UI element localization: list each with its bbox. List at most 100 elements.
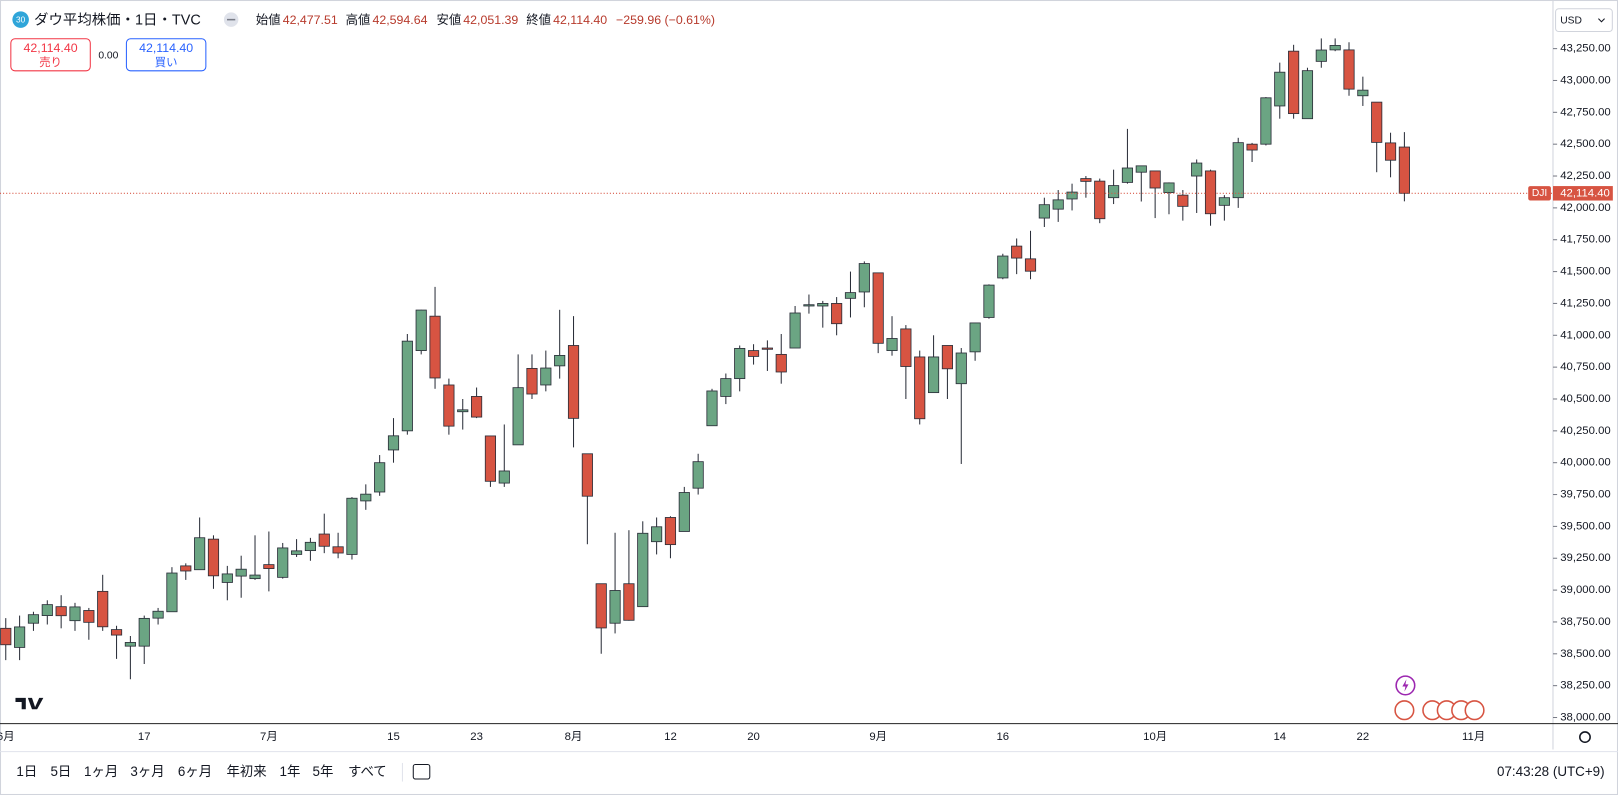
candle-body bbox=[706, 390, 718, 427]
candle-body bbox=[1177, 194, 1189, 207]
plot bbox=[0, 38, 1410, 680]
price-tag-symbol: DJI bbox=[1532, 188, 1547, 199]
y-tick-label: 42,750.00 bbox=[1560, 106, 1610, 118]
range-button[interactable]: 6ヶ月 bbox=[178, 764, 212, 779]
candle-body bbox=[651, 526, 663, 543]
y-tick-label: 39,250.00 bbox=[1560, 552, 1610, 564]
candle-body bbox=[1135, 165, 1147, 173]
candle-body bbox=[1080, 178, 1092, 182]
logo bbox=[15, 697, 44, 710]
candle-body bbox=[900, 328, 912, 367]
candle-body bbox=[1343, 49, 1355, 90]
sell-button[interactable] bbox=[10, 38, 91, 72]
buy-button[interactable] bbox=[125, 38, 207, 72]
candle-body bbox=[872, 272, 884, 344]
y-tick-label: 40,250.00 bbox=[1560, 425, 1610, 437]
candle-body bbox=[1384, 142, 1397, 161]
candle-body bbox=[498, 470, 510, 484]
symbol-title[interactable]: ダウ平均株価・1日・TVC bbox=[34, 11, 201, 28]
candle-body bbox=[221, 573, 233, 583]
candle-body bbox=[1398, 146, 1410, 194]
candle-body bbox=[554, 355, 566, 367]
candle-body bbox=[1149, 170, 1161, 189]
candle-body bbox=[180, 565, 192, 572]
y-tick-label: 38,000.00 bbox=[1560, 711, 1610, 723]
candle-body bbox=[55, 606, 67, 617]
flag-icon[interactable] bbox=[1394, 700, 1415, 721]
candle-body bbox=[1094, 180, 1106, 220]
flag-icons bbox=[1394, 700, 1485, 721]
settings-button[interactable] bbox=[1579, 731, 1591, 744]
badge-text: 30 bbox=[16, 15, 26, 24]
candle-body bbox=[1204, 170, 1217, 215]
candle-body bbox=[997, 255, 1009, 279]
x-tick-label: 17 bbox=[138, 731, 151, 743]
candle-body bbox=[83, 610, 95, 623]
candle-body bbox=[1024, 258, 1037, 272]
candle-body bbox=[927, 356, 940, 394]
candle-body bbox=[124, 642, 136, 647]
x-tick-label: 7月 bbox=[260, 731, 278, 743]
x-tick-label: 10月 bbox=[1143, 731, 1167, 743]
candle-body bbox=[1357, 89, 1369, 97]
candle-body bbox=[360, 493, 372, 502]
candle-body bbox=[1274, 71, 1286, 107]
currency-select[interactable] bbox=[1555, 8, 1613, 33]
spread: 0.00 bbox=[98, 51, 118, 62]
ohlc-label: 終値 bbox=[526, 12, 551, 27]
candle-body bbox=[457, 409, 469, 413]
range-button[interactable]: 5年 bbox=[313, 764, 334, 779]
candle-body bbox=[263, 564, 275, 569]
candle-body bbox=[789, 312, 801, 349]
candle-body bbox=[678, 492, 690, 532]
candle-body bbox=[41, 604, 53, 616]
range-button[interactable]: 5日 bbox=[50, 764, 71, 779]
candle-body bbox=[1191, 162, 1203, 177]
candle-body bbox=[664, 517, 677, 546]
range-button[interactable]: 3ヶ月 bbox=[130, 764, 164, 779]
candle-body bbox=[747, 350, 760, 357]
x-tick-label: 14 bbox=[1273, 731, 1286, 743]
y-tick-label: 41,750.00 bbox=[1560, 234, 1610, 246]
event-icon-glyph bbox=[1402, 679, 1409, 692]
x-tick-label: 6月 bbox=[0, 731, 15, 743]
range-button[interactable]: すべて bbox=[348, 764, 387, 779]
y-tick-label: 41,500.00 bbox=[1560, 266, 1610, 278]
buy-label: 買い bbox=[155, 56, 178, 69]
candle-body bbox=[1038, 204, 1050, 219]
candle-body bbox=[401, 340, 413, 432]
candle-body bbox=[720, 378, 732, 397]
candle-body bbox=[1218, 197, 1230, 206]
candle-body bbox=[914, 356, 926, 420]
y-tick-label: 42,000.00 bbox=[1560, 202, 1610, 214]
flag-icon[interactable] bbox=[1464, 700, 1485, 721]
sell-price: 42,114.40 bbox=[24, 41, 78, 55]
currency-caret bbox=[1598, 18, 1605, 23]
range-button[interactable]: 1ヶ月 bbox=[84, 764, 118, 779]
candle-body bbox=[304, 541, 316, 552]
sell-label: 売り bbox=[39, 56, 62, 69]
y-tick-label: 41,000.00 bbox=[1560, 329, 1610, 341]
candle-body bbox=[1315, 49, 1327, 62]
candle-body bbox=[581, 453, 593, 497]
candle-body bbox=[443, 384, 455, 427]
ohlc-value: 42,114.40 bbox=[553, 13, 607, 27]
range-button[interactable]: 1年 bbox=[280, 764, 301, 779]
candle-body bbox=[831, 303, 843, 325]
range-button[interactable]: 1日 bbox=[16, 764, 37, 779]
x-tick-label: 15 bbox=[387, 731, 400, 743]
candle-body bbox=[0, 627, 12, 646]
goto-date-button[interactable] bbox=[412, 763, 431, 780]
y-tick-label: 43,000.00 bbox=[1560, 74, 1610, 86]
candle-body bbox=[138, 617, 150, 647]
candle-body bbox=[567, 345, 580, 419]
y-tick-label: 42,500.00 bbox=[1560, 138, 1610, 150]
clock: 07:43:28 (UTC+9) bbox=[1497, 764, 1605, 779]
range-button[interactable]: 年初来 bbox=[227, 764, 267, 779]
candle-body bbox=[429, 315, 441, 379]
candle-body bbox=[775, 353, 787, 373]
ohlc-value: 42,594.64 bbox=[373, 13, 428, 27]
ohlc-label: 安値 bbox=[436, 12, 461, 27]
x-tick-label: 12 bbox=[664, 731, 677, 743]
